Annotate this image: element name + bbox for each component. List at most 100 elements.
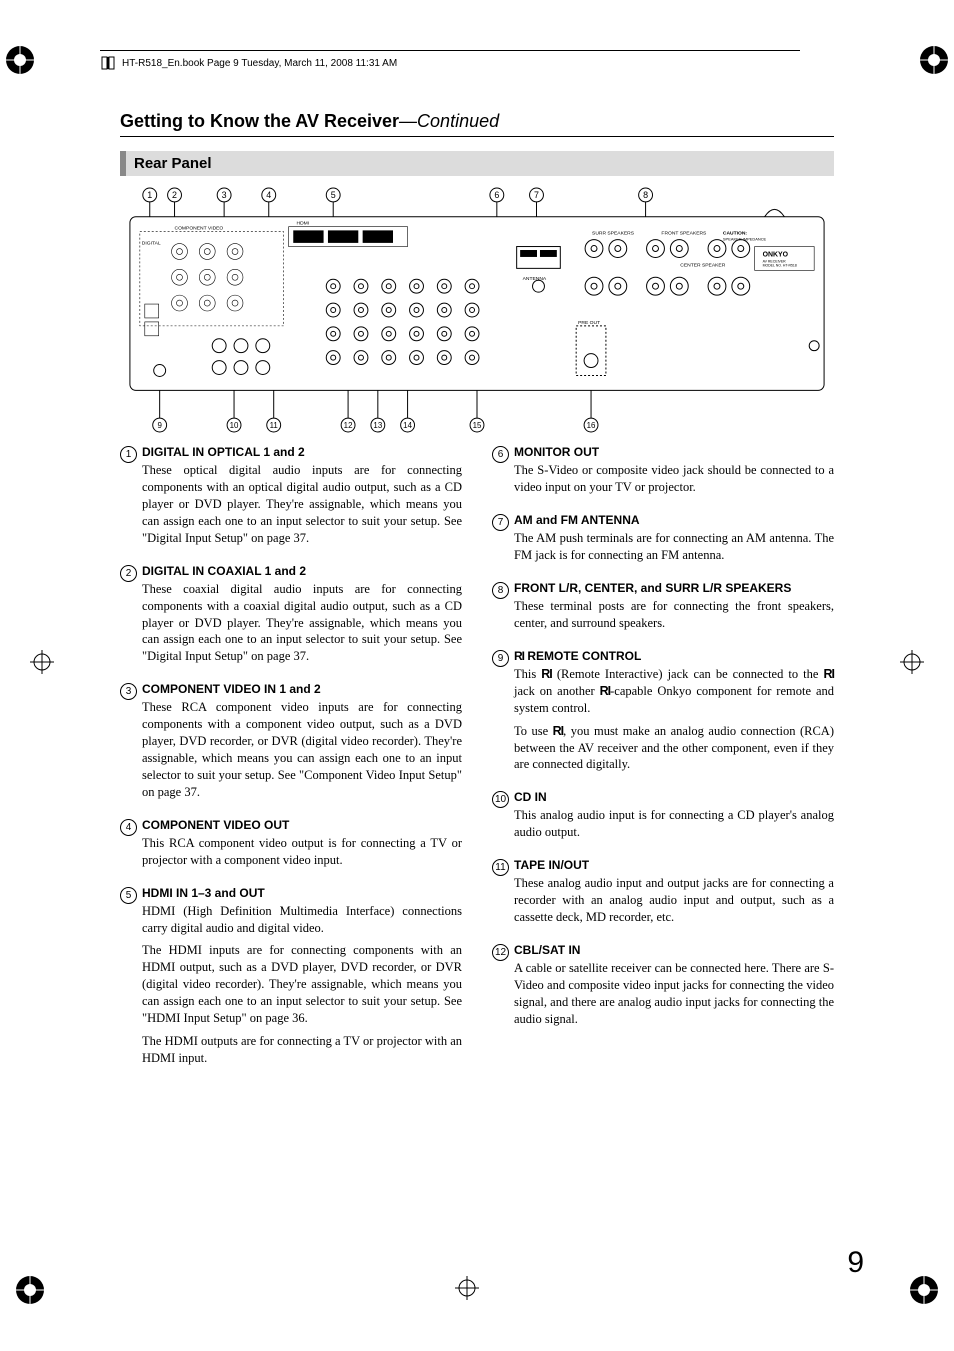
item-10: 10CD IN This analog audio input is for co… <box>492 789 834 847</box>
item-title: FRONT L/R, CENTER, and SURR L/R SPEAKERS <box>514 580 834 596</box>
item-number: 6 <box>492 444 514 502</box>
item-text: This RCA component video output is for c… <box>142 835 462 869</box>
svg-text:FRONT SPEAKERS: FRONT SPEAKERS <box>661 231 707 237</box>
page-number: 9 <box>847 1246 864 1280</box>
book-icon <box>100 55 116 71</box>
svg-text:11: 11 <box>270 421 279 430</box>
svg-text:13: 13 <box>373 421 382 430</box>
item-text: A cable or satellite receiver can be con… <box>514 960 834 1028</box>
item-number: 5 <box>120 885 142 1073</box>
crop-mark-br <box>904 1270 944 1310</box>
svg-text:CENTER SPEAKER: CENTER SPEAKER <box>680 262 725 268</box>
svg-text:COMPONENT VIDEO: COMPONENT VIDEO <box>175 226 224 232</box>
item-number: 8 <box>492 580 514 638</box>
item-number: 3 <box>120 681 142 806</box>
title-cont: —Continued <box>399 111 499 131</box>
item-body: DIGITAL IN OPTICAL 1 and 2 These optical … <box>142 444 462 553</box>
item-text: These terminal posts are for connecting … <box>514 598 834 632</box>
svg-text:ANTENNA: ANTENNA <box>523 276 547 282</box>
item-title: CBL/SAT IN <box>514 942 834 958</box>
item-number: 7 <box>492 512 514 570</box>
svg-text:7: 7 <box>534 190 539 200</box>
item-title: TAPE IN/OUT <box>514 857 834 873</box>
item-number: 9 <box>492 648 514 779</box>
subsection-heading: Rear Panel <box>120 151 834 176</box>
item-body: CBL/SAT IN A cable or satellite receiver … <box>514 942 834 1034</box>
svg-text:2: 2 <box>172 190 177 200</box>
header-meta: HT-R518_En.book Page 9 Tuesday, March 11… <box>100 50 800 71</box>
rear-panel-diagram: 12345678 910111213141516 <box>120 186 834 436</box>
item-body: DIGITAL IN COAXIAL 1 and 2 These coaxial … <box>142 563 462 672</box>
item-body: TAPE IN/OUT These analog audio input and … <box>514 857 834 932</box>
item-8: 8FRONT L/R, CENTER, and SURR L/R SPEAKER… <box>492 580 834 638</box>
columns: 1DIGITAL IN OPTICAL 1 and 2 These optical… <box>120 444 834 1083</box>
item-1: 1DIGITAL IN OPTICAL 1 and 2 These optical… <box>120 444 462 553</box>
item-title: RI REMOTE CONTROL <box>514 648 834 664</box>
item-text: This analog audio input is for connectin… <box>514 807 834 841</box>
header-text: HT-R518_En.book Page 9 Tuesday, March 11… <box>122 58 397 69</box>
item-title: AM and FM ANTENNA <box>514 512 834 528</box>
item-title: DIGITAL IN OPTICAL 1 and 2 <box>142 444 462 460</box>
svg-text:10: 10 <box>230 421 239 430</box>
svg-text:12: 12 <box>344 421 353 430</box>
item-11: 11TAPE IN/OUT These analog audio input an… <box>492 857 834 932</box>
svg-text:1: 1 <box>147 190 152 200</box>
svg-text:ONKYO: ONKYO <box>763 251 789 258</box>
svg-text:16: 16 <box>587 421 596 430</box>
item-number: 12 <box>492 942 514 1034</box>
title-main: Getting to Know the AV Receiver <box>120 111 399 131</box>
svg-text:DIGITAL: DIGITAL <box>142 241 161 247</box>
item-body: COMPONENT VIDEO OUT This RCA component vi… <box>142 817 462 875</box>
reg-mark-mr <box>900 650 924 679</box>
item-2: 2DIGITAL IN COAXIAL 1 and 2 These coaxial… <box>120 563 462 672</box>
svg-text:6: 6 <box>494 190 499 200</box>
item-title: COMPONENT VIDEO IN 1 and 2 <box>142 681 462 697</box>
svg-text:HDMI: HDMI <box>297 221 310 227</box>
svg-text:9: 9 <box>157 421 162 430</box>
item-body: AM and FM ANTENNA The AM push terminals a… <box>514 512 834 570</box>
item-title: COMPONENT VIDEO OUT <box>142 817 462 833</box>
item-5: 5HDMI IN 1–3 and OUT HDMI (High Definitio… <box>120 885 462 1073</box>
svg-text:SURR SPEAKERS: SURR SPEAKERS <box>592 231 635 237</box>
item-body: COMPONENT VIDEO IN 1 and 2 These RCA comp… <box>142 681 462 806</box>
item-text: HDMI (High Definition Multimedia Interfa… <box>142 903 462 1067</box>
content: Getting to Know the AV Receiver—Continue… <box>70 111 884 1083</box>
item-text: These RCA component video inputs are for… <box>142 699 462 800</box>
item-text: The S-Video or composite video jack shou… <box>514 462 834 496</box>
item-7: 7AM and FM ANTENNA The AM push terminals … <box>492 512 834 570</box>
item-body: HDMI IN 1–3 and OUT HDMI (High Definition… <box>142 885 462 1073</box>
item-body: MONITOR OUTThe S-Video or composite vide… <box>514 444 834 502</box>
svg-text:15: 15 <box>473 421 482 430</box>
svg-text:SPEAKER IMPEDANCE: SPEAKER IMPEDANCE <box>723 237 767 242</box>
item-text: This RI (Remote Interactive) jack can be… <box>514 666 834 773</box>
item-text: These optical digital audio inputs are f… <box>142 462 462 546</box>
item-text: These analog audio input and output jack… <box>514 875 834 926</box>
item-3: 3COMPONENT VIDEO IN 1 and 2 These RCA com… <box>120 681 462 806</box>
item-text: These coaxial digital audio inputs are f… <box>142 581 462 665</box>
svg-text:14: 14 <box>403 421 412 430</box>
item-title: HDMI IN 1–3 and OUT <box>142 885 462 901</box>
svg-text:8: 8 <box>643 190 648 200</box>
item-title: CD IN <box>514 789 834 805</box>
item-number: 1 <box>120 444 142 553</box>
svg-text:4: 4 <box>266 190 271 200</box>
item-title: DIGITAL IN COAXIAL 1 and 2 <box>142 563 462 579</box>
item-number: 11 <box>492 857 514 932</box>
reg-mark-mb <box>455 1276 479 1305</box>
svg-text:5: 5 <box>331 190 336 200</box>
item-9: 9RI REMOTE CONTROL This RI (Remote Intera… <box>492 648 834 779</box>
item-number: 10 <box>492 789 514 847</box>
svg-text:PRE OUT: PRE OUT <box>578 320 600 326</box>
item-text: The AM push terminals are for connecting… <box>514 530 834 564</box>
crop-mark-tl <box>0 40 40 80</box>
item-body: RI REMOTE CONTROL This RI (Remote Interac… <box>514 648 834 779</box>
item-number: 2 <box>120 563 142 672</box>
right-column: 6MONITOR OUTThe S-Video or composite vid… <box>492 444 834 1083</box>
left-column: 1DIGITAL IN OPTICAL 1 and 2 These optical… <box>120 444 462 1083</box>
reg-mark-ml <box>30 650 54 679</box>
crop-mark-tr <box>914 40 954 80</box>
svg-text:3: 3 <box>222 190 227 200</box>
item-4: 4COMPONENT VIDEO OUTThis RCA component v… <box>120 817 462 875</box>
svg-text:MODEL NO. HT-R518: MODEL NO. HT-R518 <box>763 263 797 267</box>
item-body: FRONT L/R, CENTER, and SURR L/R SPEAKERS… <box>514 580 834 638</box>
